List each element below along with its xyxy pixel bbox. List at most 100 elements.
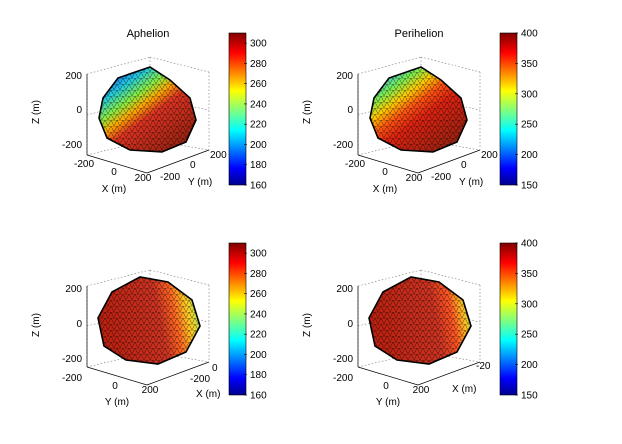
z-axis-label: Z (m)	[302, 313, 313, 337]
z-ticks: 200 0 -200	[333, 284, 353, 365]
z-tick-label: 0	[347, 105, 353, 116]
y-tick-label: 200	[413, 385, 430, 396]
z-tick-label: 0	[76, 319, 82, 330]
y-tick-label: -200	[160, 172, 180, 183]
colorbar-tick-label: 180	[250, 160, 267, 171]
colorbar-tick-label: 350	[521, 269, 538, 280]
z-tick-label: 0	[76, 105, 82, 116]
axes-floor	[357, 74, 481, 174]
z-tick-label: 200	[336, 71, 353, 82]
z-tick-label: 200	[336, 284, 353, 295]
axes-floor	[86, 74, 210, 174]
y-tick-label: 200	[210, 150, 227, 161]
y-axis-label: Y (m)	[105, 397, 129, 408]
colorbar-gradient	[228, 32, 247, 186]
colorbar-gradient	[499, 242, 518, 396]
colorbar-tick-label: 160	[250, 181, 267, 192]
colorbar-gradient	[499, 32, 518, 186]
x-ticks: -20	[476, 361, 491, 372]
z-tick-label: 200	[65, 284, 82, 295]
colorbar-tick-label: 160	[250, 391, 267, 402]
colorbar-tick-label: 150	[521, 391, 538, 402]
colorbar-tick-label: 400	[521, 239, 538, 250]
colorbar-tick-label: 200	[250, 350, 267, 361]
colorbar-tick-label: 180	[250, 370, 267, 381]
x-tick-label: -200	[345, 159, 365, 170]
x-tick-label: -20	[476, 361, 491, 372]
x-tick-label: 0	[212, 363, 218, 374]
y-axis-label: Y (m)	[188, 177, 212, 188]
colorbar-tick-label: 240	[250, 309, 267, 320]
y-tick-label: 0	[112, 381, 118, 392]
asteroid-surface	[368, 276, 472, 365]
colorbar-tick-label: 280	[250, 269, 267, 280]
z-tick-label: -200	[62, 140, 82, 151]
colorbar-ticks: 400 350 300 250 200 150	[515, 239, 538, 402]
z-tick-label: -200	[333, 140, 353, 151]
z-ticks: 200 0 -200	[333, 71, 353, 151]
colorbar-tick-label: 200	[521, 150, 538, 161]
panel-perihelion-rotated: 200 0 -200 Z (m) -200 0 200 Y (m) -20 X …	[302, 239, 538, 409]
panel-aphelion: Aphelion	[31, 28, 267, 195]
colorbar: 300 280 260 240 220 200 180 160	[228, 32, 267, 192]
y-tick-label: 0	[383, 381, 389, 392]
z-tick-label: -200	[333, 354, 353, 365]
x-tick-label: 0	[382, 167, 388, 178]
colorbar: 300 280 260 240 220 200 180 160	[228, 242, 267, 402]
colorbar-tick-label: 250	[521, 120, 538, 131]
asteroid-surface	[369, 66, 468, 153]
y-tick-label: -200	[333, 373, 353, 384]
colorbar-tick-label: 220	[250, 330, 267, 341]
colorbar-tick-label: 250	[521, 330, 538, 341]
panel-perihelion: Perihelion	[302, 28, 538, 195]
y-tick-label: 200	[481, 150, 498, 161]
panel-title: Perihelion	[395, 28, 444, 40]
asteroid-surface	[97, 276, 201, 365]
colorbar-tick-label: 150	[521, 181, 538, 192]
z-axis-label: Z (m)	[302, 100, 313, 124]
x-tick-label: -200	[190, 374, 210, 385]
z-tick-label: -200	[62, 354, 82, 365]
x-tick-label: 0	[111, 167, 117, 178]
colorbar-ticks: 300 280 260 240 220 200 180 160	[244, 249, 267, 402]
x-ticks: -200 0 200	[345, 159, 423, 184]
x-ticks: -200 0 200	[74, 159, 152, 184]
asteroid-surface	[98, 66, 197, 153]
y-ticks: -200 0 200	[431, 150, 498, 183]
y-axis-label: Y (m)	[376, 397, 400, 408]
z-tick-label: 0	[347, 319, 353, 330]
colorbar-tick-label: 200	[250, 140, 267, 151]
colorbar-tick-label: 400	[521, 29, 538, 40]
colorbar-tick-label: 300	[521, 299, 538, 310]
colorbar-gradient	[228, 242, 247, 396]
axes-floor	[86, 286, 210, 386]
colorbar-ticks: 400 350 300 250 200 150	[515, 29, 538, 192]
z-ticks: 200 0 -200	[62, 71, 82, 151]
colorbar-tick-label: 240	[250, 99, 267, 110]
z-axis-label: Z (m)	[31, 313, 42, 337]
x-axis-label: X (m)	[196, 389, 220, 400]
y-tick-label: 200	[142, 385, 159, 396]
y-tick-label: 0	[461, 160, 467, 171]
colorbar-tick-label: 280	[250, 59, 267, 70]
colorbar-tick-label: 300	[250, 249, 267, 260]
y-tick-label: -200	[62, 373, 82, 384]
z-ticks: 200 0 -200	[62, 284, 82, 365]
x-axis-label: X (m)	[452, 384, 476, 395]
axes-floor	[357, 286, 481, 386]
colorbar-tick-label: 200	[521, 360, 538, 371]
colorbar-tick-label: 260	[250, 79, 267, 90]
x-tick-label: 200	[406, 173, 423, 184]
y-tick-label: 0	[190, 160, 196, 171]
panel-aphelion-rotated: 200 0 -200 Z (m) -200 0 200 Y (m) -200 0…	[31, 242, 267, 408]
y-ticks: -200 0 200	[160, 150, 227, 183]
colorbar-tick-label: 260	[250, 289, 267, 300]
colorbar-tick-label: 350	[521, 59, 538, 70]
y-axis-label: Y (m)	[459, 177, 483, 188]
colorbar: 400 350 300 250 200 150	[499, 29, 538, 192]
colorbar-ticks: 300 280 260 240 220 200 180 160	[244, 39, 267, 192]
z-tick-label: 200	[65, 71, 82, 82]
y-tick-label: -200	[431, 172, 451, 183]
panel-title: Aphelion	[127, 28, 170, 40]
